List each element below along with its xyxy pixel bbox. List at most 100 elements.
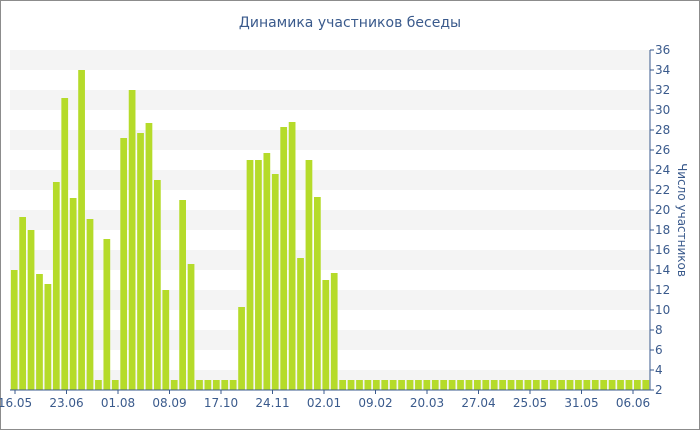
bar — [524, 380, 532, 390]
bar — [170, 380, 178, 390]
bar — [549, 380, 557, 390]
bar — [415, 380, 422, 390]
bar — [212, 380, 220, 390]
grid-band — [10, 130, 650, 150]
y-tick-label: 14 — [655, 263, 670, 277]
y-tick-label: 24 — [655, 163, 670, 177]
x-tick-label: 01.08 — [101, 396, 135, 410]
bar — [145, 123, 153, 390]
bar — [608, 380, 616, 390]
bar — [541, 380, 549, 390]
bar — [196, 380, 203, 390]
bar — [204, 380, 212, 390]
bar — [95, 380, 102, 390]
y-tick-label: 36 — [655, 43, 670, 57]
grid-band — [10, 210, 650, 230]
bar — [86, 219, 94, 390]
bar — [103, 239, 111, 390]
x-tick-label: 02.01 — [307, 396, 341, 410]
grid-band — [10, 290, 650, 310]
bar — [78, 70, 85, 390]
y-tick-label: 20 — [655, 203, 670, 217]
bar — [10, 270, 18, 390]
bar — [19, 217, 26, 390]
bar — [322, 280, 330, 390]
bar — [347, 380, 355, 390]
bar — [372, 380, 380, 390]
y-axis-label: Число участников — [675, 163, 689, 277]
grid-band — [10, 370, 650, 390]
bar — [465, 380, 473, 390]
bar — [69, 198, 77, 390]
bar — [474, 380, 481, 390]
bar — [431, 380, 439, 390]
bar — [297, 258, 304, 390]
y-tick-label: 16 — [655, 243, 670, 257]
y-tick-label: 10 — [655, 303, 670, 317]
x-tick-label: 20.03 — [410, 396, 444, 410]
bar — [221, 380, 229, 390]
bar — [591, 380, 599, 390]
bar — [406, 380, 414, 390]
bar — [583, 380, 591, 390]
bar — [566, 380, 574, 390]
x-tick-label: 09.02 — [358, 396, 392, 410]
bar — [642, 380, 650, 390]
bar — [440, 380, 448, 390]
bar — [162, 290, 170, 390]
bar — [61, 98, 69, 390]
bar — [634, 380, 641, 390]
bar — [364, 380, 372, 390]
bar — [423, 380, 431, 390]
x-tick-label: 24.11 — [255, 396, 289, 410]
grid-band — [10, 50, 650, 70]
x-tick-label: 16.05 — [0, 396, 32, 410]
bar — [516, 380, 523, 390]
bar — [187, 264, 195, 390]
grid-band — [10, 90, 650, 110]
bar — [154, 180, 161, 390]
bar — [507, 380, 515, 390]
x-axis: 16.05 23.06 01.08 08.09 17.10 24.11 02.01 09.02… — [0, 389, 650, 410]
bar — [339, 380, 346, 390]
bar — [246, 160, 254, 390]
y-tick-label: 12 — [655, 283, 670, 297]
bars — [10, 70, 650, 390]
y-tick-label: 32 — [655, 83, 670, 97]
x-tick-label: 31.05 — [564, 396, 598, 410]
bar — [330, 273, 338, 390]
bar — [448, 380, 456, 390]
bar — [44, 284, 52, 390]
y-tick-label: 18 — [655, 223, 670, 237]
bar — [482, 380, 490, 390]
y-tick-label: 26 — [655, 143, 670, 157]
bar — [490, 380, 498, 390]
y-tick-label: 30 — [655, 103, 670, 117]
y-tick-label: 8 — [655, 323, 663, 337]
bar — [36, 274, 43, 390]
bar — [356, 380, 363, 390]
x-tick-label: 06.06 — [616, 396, 650, 410]
grid-bands — [10, 50, 650, 390]
x-tick-label: 23.06 — [49, 396, 83, 410]
y-tick-label: 22 — [655, 183, 670, 197]
bar — [111, 380, 119, 390]
grid-band — [10, 250, 650, 270]
bar — [617, 380, 624, 390]
grid-band — [10, 330, 650, 350]
bar — [255, 160, 262, 390]
bar — [532, 380, 540, 390]
bar — [238, 307, 245, 390]
bar — [179, 200, 186, 390]
x-tick-label: 08.09 — [152, 396, 186, 410]
bar — [314, 197, 321, 390]
bar — [558, 380, 565, 390]
bar — [52, 182, 60, 390]
y-tick-label: 28 — [655, 123, 670, 137]
bar — [120, 138, 128, 390]
bar — [398, 380, 405, 390]
bar — [288, 122, 296, 390]
bar — [625, 380, 633, 390]
